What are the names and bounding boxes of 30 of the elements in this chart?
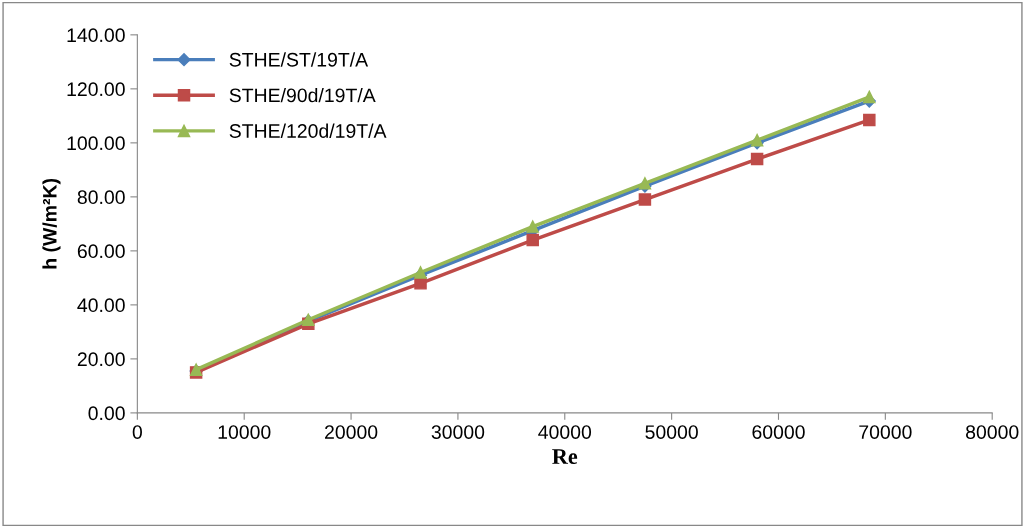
x-tick-label: 30000 [431, 425, 485, 439]
point [863, 113, 876, 127]
y-tick-label: 100.00 [67, 136, 125, 151]
point [414, 266, 427, 279]
x-tick-label: 50000 [645, 425, 698, 439]
point [414, 277, 427, 290]
y-tick-label: 20.00 [77, 352, 125, 367]
y-tick-label: 120.00 [67, 82, 125, 97]
x-tick-label: 20000 [325, 425, 378, 439]
point [526, 220, 539, 233]
point [750, 152, 764, 166]
point [526, 233, 539, 247]
x-tick-label: 0 [132, 425, 142, 439]
x-tick-label: 70000 [859, 425, 912, 439]
y-tick-label: 0.00 [88, 406, 125, 421]
legend-label: STHE/120d/19T/A [229, 123, 387, 138]
x-tick-label: 80000 [966, 425, 1019, 439]
legend-label: STHE/90d/19T/A [229, 87, 376, 103]
y-tick-label: 40.00 [77, 298, 125, 313]
y-tick-label: 60.00 [77, 244, 125, 259]
x-tick-label: 10000 [218, 425, 271, 439]
x-tick-label: 60000 [752, 425, 805, 439]
x-tick-label: 40000 [538, 425, 592, 439]
legend-label: STHE/ST/19T/A [229, 52, 369, 67]
y-axis-title: h (W/m²K) [42, 178, 61, 269]
x-axis-title: Re [552, 449, 578, 465]
y-tick-label: 140.00 [67, 28, 125, 43]
point [638, 193, 652, 206]
y-tick-label: 80.00 [77, 190, 125, 205]
point [863, 90, 876, 104]
